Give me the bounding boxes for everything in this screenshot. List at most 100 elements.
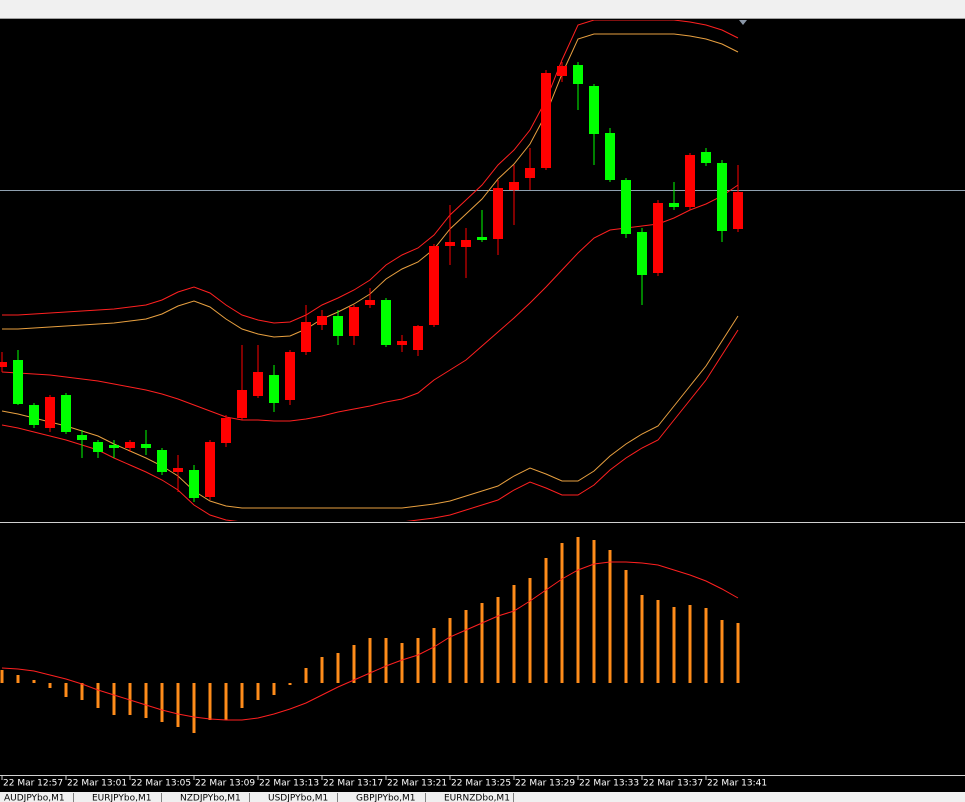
x-tick-label: 22 Mar 12:57 xyxy=(3,779,63,789)
histogram-bar xyxy=(96,683,100,708)
x-tick-label: 22 Mar 13:25 xyxy=(451,779,511,789)
candle-body xyxy=(237,390,247,418)
candle-body xyxy=(13,360,23,404)
indicator-line xyxy=(2,20,739,324)
histogram-bar xyxy=(192,683,196,733)
histogram-bar xyxy=(352,645,356,683)
histogram-bar xyxy=(176,683,180,727)
candle-body xyxy=(253,372,263,396)
histogram-bar xyxy=(448,618,452,683)
indicator-line xyxy=(1,329,739,521)
candle-body xyxy=(573,65,583,84)
toolbar-strip xyxy=(0,0,965,18)
candle-body xyxy=(45,397,55,428)
histogram-bar xyxy=(640,595,644,683)
candle-body xyxy=(445,242,455,246)
histogram-bar xyxy=(736,623,740,683)
candle-body xyxy=(285,352,295,400)
candle-body xyxy=(637,232,647,275)
histogram-bar xyxy=(256,683,260,700)
histogram-bar xyxy=(576,537,580,683)
candle-body xyxy=(509,182,519,190)
candle-body xyxy=(205,442,215,497)
x-tick-label: 22 Mar 13:29 xyxy=(515,779,575,789)
histogram-bar xyxy=(64,683,68,697)
tab-label[interactable]: EURNZDbo,M1 xyxy=(444,794,510,802)
candle-body xyxy=(93,442,103,452)
histogram-bar xyxy=(368,638,372,683)
histogram-bar xyxy=(400,643,404,683)
histogram-bar xyxy=(624,570,628,683)
x-tick-label: 22 Mar 13:37 xyxy=(643,779,703,789)
histogram-bar xyxy=(304,668,308,683)
histogram-bar xyxy=(144,683,148,718)
candle-body xyxy=(333,316,343,336)
candle-body xyxy=(413,326,423,350)
candle-body xyxy=(317,316,327,325)
histogram-bar xyxy=(32,680,36,683)
candle-body xyxy=(61,395,71,432)
candle-body xyxy=(397,341,407,345)
candle-body xyxy=(301,322,311,352)
candle-body xyxy=(717,163,727,231)
histogram-bar xyxy=(688,605,692,683)
histogram-bar xyxy=(720,620,724,683)
histogram-bar xyxy=(464,610,468,683)
candle-body xyxy=(605,133,615,180)
histogram-bar xyxy=(336,653,340,683)
histogram-bar xyxy=(512,585,516,683)
histogram-bar xyxy=(592,540,596,683)
candle-body xyxy=(365,300,375,305)
x-tick-label: 22 Mar 13:05 xyxy=(131,779,191,789)
tab-bar xyxy=(0,792,965,802)
histogram-bar xyxy=(112,683,116,715)
histogram-bar xyxy=(240,683,244,708)
histogram-bar xyxy=(0,670,4,683)
candle-body xyxy=(109,445,119,448)
candle-body xyxy=(77,435,87,440)
signal-line xyxy=(1,561,739,721)
time-axis: 22 Mar 12:57 22 Mar 13:01 22 Mar 13:05 22 M… xyxy=(1,776,767,789)
candle-body xyxy=(125,442,135,448)
indicator-line xyxy=(1,184,739,422)
histogram-bar xyxy=(208,683,212,720)
histogram-bar xyxy=(560,543,564,683)
tab-label[interactable]: USDJPYbo,M1 xyxy=(268,794,328,802)
tab-label[interactable]: AUDJPYbo,M1 xyxy=(4,794,65,802)
histogram-bar xyxy=(384,638,388,683)
x-tick-label: 22 Mar 13:33 xyxy=(579,779,639,789)
histogram-bar xyxy=(496,597,500,683)
tab-label[interactable]: NZDJPYbo,M1 xyxy=(180,794,241,802)
candle-body xyxy=(653,203,663,273)
candle-body xyxy=(269,375,279,403)
candle-body xyxy=(541,73,551,168)
macd-pane xyxy=(0,537,740,733)
candle-body xyxy=(525,168,535,178)
histogram-bar xyxy=(224,683,228,720)
candle-body xyxy=(493,188,503,239)
histogram-bar xyxy=(608,550,612,683)
tab-label[interactable]: GBPJPYbo,M1 xyxy=(356,794,416,802)
candle-body xyxy=(733,192,743,229)
histogram-bar xyxy=(672,607,676,683)
histogram-bar xyxy=(288,683,292,685)
candle-body xyxy=(173,468,183,472)
histogram-bar xyxy=(528,578,532,683)
candle-body xyxy=(29,405,39,425)
candle-body xyxy=(685,155,695,207)
tabs: AUDJPYbo,M1 EURJPYbo,M1 NZDJPYbo,M1 USDJPYb… xyxy=(4,793,514,802)
shift-marker xyxy=(739,20,747,25)
candle-body xyxy=(589,86,599,134)
candle-body xyxy=(461,240,471,247)
candle-body xyxy=(557,66,567,76)
histogram-bar xyxy=(80,683,84,700)
histogram-bar xyxy=(160,683,164,722)
histogram-bar xyxy=(16,675,20,683)
histogram-bar xyxy=(480,603,484,683)
histogram-bar xyxy=(432,628,436,683)
tab-label[interactable]: EURJPYbo,M1 xyxy=(92,794,151,802)
candle-body xyxy=(621,180,631,234)
candle-body xyxy=(0,362,7,367)
x-tick-label: 22 Mar 13:17 xyxy=(323,779,383,789)
